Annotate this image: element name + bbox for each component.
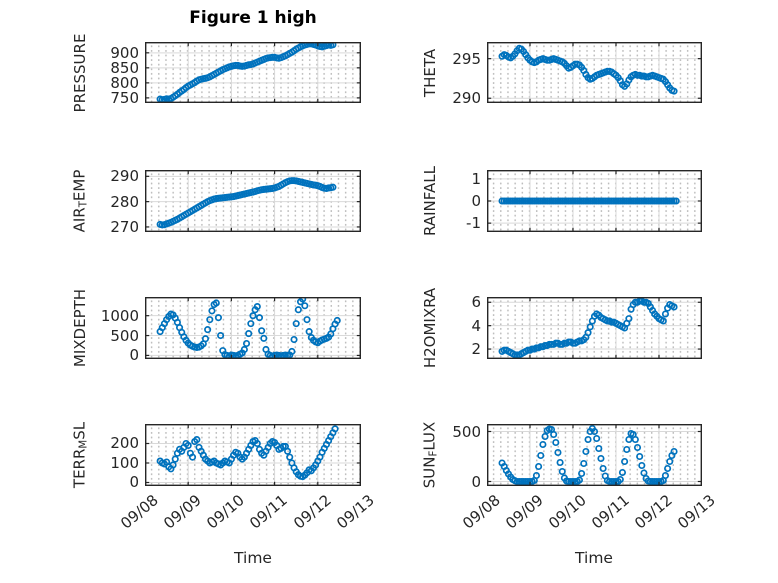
subplot-rainfall — [487, 170, 702, 232]
x-tick-label: 09/08 — [116, 491, 162, 533]
y-tick-label: 500 — [452, 422, 481, 441]
subplot-air-temp — [145, 170, 361, 232]
subplot-theta — [487, 42, 702, 103]
x-tick-label: 09/11 — [246, 491, 292, 533]
y-axis-label-mixdepth: MIXDEPTH — [71, 289, 89, 367]
y-axis-label-pressure: PRESSURE — [71, 33, 89, 112]
y-axis-label-part: PRESSURE — [71, 33, 89, 112]
y-axis-label-part: H2OMIXRA — [421, 287, 439, 369]
subplot-mixdepth — [145, 297, 361, 359]
x-tick-label: 09/12 — [630, 491, 676, 533]
x-tick-label: 09/08 — [458, 491, 504, 533]
y-axis-label-part: RAINFALL — [421, 166, 439, 236]
subplot-terr-msl — [145, 424, 361, 486]
scatter-markers — [156, 177, 337, 229]
x-tick-label: 09/13 — [673, 491, 719, 533]
y-tick-label: 750 — [110, 88, 139, 107]
y-axis-label-part: SL — [70, 421, 89, 440]
y-tick-label: 0 — [471, 472, 481, 491]
y-axis-label-part: T — [78, 201, 90, 208]
y-axis-label-part: TERR — [70, 448, 89, 489]
subplot-terr-msl-minor-grid — [145, 424, 361, 486]
x-axis-label-right: Time — [575, 549, 613, 567]
y-tick-label: 850 — [110, 58, 139, 77]
x-tick-label: 09/09 — [501, 491, 547, 533]
y-tick-label: 200 — [110, 434, 139, 453]
x-tick-label: 09/09 — [160, 491, 205, 533]
y-axis-label-part: AIR — [70, 207, 89, 233]
y-tick-label: 290 — [110, 167, 139, 186]
scatter-markers — [156, 297, 341, 359]
subplot-sun-flux — [487, 424, 702, 486]
y-tick-label: 280 — [110, 192, 139, 211]
x-tick-label: 09/10 — [203, 491, 248, 533]
y-tick-label: 0 — [471, 192, 481, 210]
y-axis-label-part: THETA — [421, 48, 439, 97]
x-tick-label: 09/13 — [332, 491, 378, 533]
y-tick-label: 4 — [471, 316, 481, 335]
y-axis-label-part: M — [78, 439, 90, 449]
y-tick-label: 1000 — [100, 306, 139, 325]
scatter-markers — [498, 424, 678, 486]
y-tick-label: 800 — [110, 73, 139, 92]
y-axis-label-part: SUN — [420, 456, 439, 489]
y-tick-label: 900 — [110, 43, 139, 62]
y-tick-label: 290 — [452, 89, 481, 108]
subplot-h2omixra — [487, 297, 702, 359]
y-tick-label: 270 — [110, 217, 139, 236]
scatter-markers — [498, 297, 678, 359]
y-axis-label-rainfall: RAINFALL — [421, 166, 439, 236]
subplot-pressure — [145, 42, 361, 103]
y-tick-label: -1 — [466, 214, 481, 233]
scatter-markers — [498, 197, 680, 205]
y-axis-label-h2omixra: H2OMIXRA — [421, 288, 439, 368]
x-tick-label: 09/11 — [587, 491, 633, 533]
y-axis-label-part: LUX — [420, 421, 439, 451]
y-axis-label-terr-msl: TERRMSL — [70, 422, 89, 488]
y-tick-label: 100 — [110, 453, 139, 472]
y-axis-label-theta: THETA — [421, 48, 439, 96]
figure-title: Figure 1 high — [189, 8, 317, 28]
y-tick-label: 500 — [110, 326, 139, 345]
scatter-markers — [156, 425, 339, 481]
y-axis-label-sun-flux: SUNFLUX — [420, 422, 439, 488]
subplot-air-temp-minor-grid — [145, 170, 361, 232]
y-tick-label: 2 — [471, 340, 481, 359]
y-tick-label: 0 — [129, 346, 139, 365]
y-tick-label: 295 — [452, 49, 481, 68]
x-axis-label-left: Time — [234, 549, 272, 567]
y-tick-label: 0 — [129, 473, 139, 492]
x-tick-label: 09/10 — [544, 491, 590, 533]
y-axis-label-part: F — [428, 450, 440, 457]
scatter-markers — [498, 44, 678, 95]
y-axis-label-part: MIXDEPTH — [71, 288, 89, 368]
y-tick-label: 1 — [471, 169, 481, 188]
y-tick-label: 6 — [471, 293, 481, 312]
y-axis-label-air-temp: AIRTEMP — [70, 170, 89, 233]
y-axis-label-part: EMP — [70, 169, 89, 202]
scatter-markers — [156, 42, 337, 103]
x-tick-label: 09/12 — [289, 491, 335, 533]
